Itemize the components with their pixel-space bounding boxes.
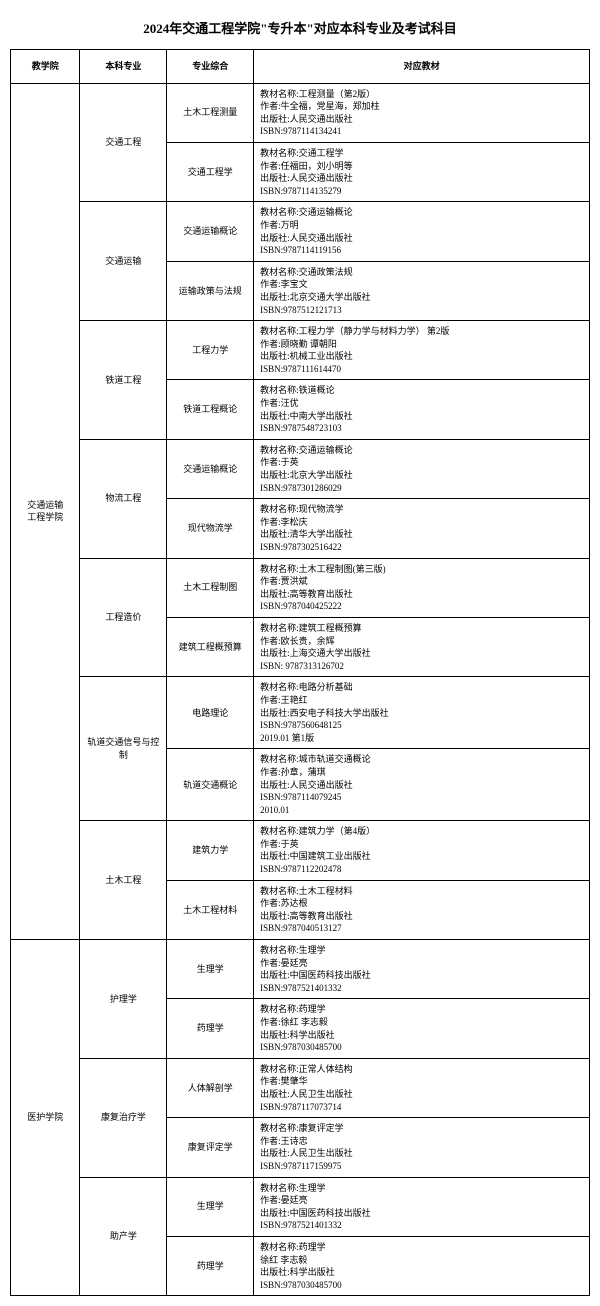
subject-cell: 建筑工程概预算 [167, 617, 254, 676]
subject-cell: 土木工程测量 [167, 83, 254, 142]
table-row: 交通运输 交通运输概论 教材名称:交通运输概论作者:万明出版社:人民交通出版社I… [11, 202, 590, 261]
book-cell: 教材名称:土木工程制图(第三版)作者:贾洪斌出版社:高等教育出版社ISBN:97… [254, 558, 590, 617]
book-cell: 教材名称:现代物流学作者:李松庆出版社:清华大学出版社ISBN:97873025… [254, 499, 590, 558]
book-cell: 教材名称:交通政策法规作者:李宝文出版社:北京交通大学出版社ISBN:97875… [254, 261, 590, 320]
table-row: 交通运输工程学院 交通工程 土木工程测量 教材名称:工程测量（第2版）作者:牛全… [11, 83, 590, 142]
table-row: 轨道交通信号与控制 电路理论 教材名称:电路分析基础作者:王艳红出版社:西安电子… [11, 677, 590, 749]
major-cell: 康复治疗学 [80, 1058, 167, 1177]
book-cell: 教材名称:铁道概论作者:汪优出版社:中南大学出版社ISBN:9787548723… [254, 380, 590, 439]
page-title: 2024年交通工程学院"专升本"对应本科专业及考试科目 [10, 18, 590, 37]
book-cell: 教材名称:正常人体结构作者:樊肇华出版社:人民卫生出版社ISBN:9787117… [254, 1058, 590, 1117]
table-row: 助产学 生理学 教材名称:生理学作者:晏廷亮出版社:中国医药科技出版社ISBN:… [11, 1177, 590, 1236]
course-table: 教学院 本科专业 专业综合 对应教材 交通运输工程学院 交通工程 土木工程测量 … [10, 49, 590, 1296]
table-row: 医护学院 护理学 生理学 教材名称:生理学作者:晏廷亮出版社:中国医药科技出版社… [11, 940, 590, 999]
subject-cell: 工程力学 [167, 321, 254, 380]
book-cell: 教材名称:电路分析基础作者:王艳红出版社:西安电子科技大学出版社ISBN:978… [254, 677, 590, 749]
subject-cell: 现代物流学 [167, 499, 254, 558]
book-cell: 教材名称:生理学作者:晏廷亮出版社:中国医药科技出版社ISBN:97875214… [254, 1177, 590, 1236]
subject-cell: 交通运输概论 [167, 439, 254, 498]
college-cell: 交通运输工程学院 [11, 83, 80, 939]
subject-cell: 药理学 [167, 999, 254, 1058]
table-row: 工程造价 土木工程制图 教材名称:土木工程制图(第三版)作者:贾洪斌出版社:高等… [11, 558, 590, 617]
subject-cell: 建筑力学 [167, 821, 254, 880]
major-cell: 工程造价 [80, 558, 167, 677]
major-cell: 土木工程 [80, 821, 167, 940]
subject-cell: 生理学 [167, 940, 254, 999]
table-row: 铁道工程 工程力学 教材名称:工程力学（静力学与材料力学） 第2版作者:顾晓勤 … [11, 321, 590, 380]
major-cell: 轨道交通信号与控制 [80, 677, 167, 821]
subject-cell: 土木工程制图 [167, 558, 254, 617]
header-row: 教学院 本科专业 专业综合 对应教材 [11, 50, 590, 84]
subject-cell: 交通工程学 [167, 142, 254, 201]
table-row: 物流工程 交通运输概论 教材名称:交通运输概论作者:于英出版社:北京大学出版社I… [11, 439, 590, 498]
book-cell: 教材名称:建筑力学（第4版）作者:于英出版社:中国建筑工业出版社ISBN:978… [254, 821, 590, 880]
header-book: 对应教材 [254, 50, 590, 84]
subject-cell: 铁道工程概论 [167, 380, 254, 439]
book-cell: 教材名称:交通运输概论作者:万明出版社:人民交通出版社ISBN:97871141… [254, 202, 590, 261]
subject-cell: 药理学 [167, 1236, 254, 1295]
table-row: 土木工程 建筑力学 教材名称:建筑力学（第4版）作者:于英出版社:中国建筑工业出… [11, 821, 590, 880]
book-cell: 教材名称:城市轨道交通概论作者:孙章，蒲琪出版社:人民交通出版社ISBN:978… [254, 749, 590, 821]
major-cell: 铁道工程 [80, 321, 167, 440]
book-cell: 教材名称:交通运输概论作者:于英出版社:北京大学出版社ISBN:97873012… [254, 439, 590, 498]
subject-cell: 轨道交通概论 [167, 749, 254, 821]
major-cell: 物流工程 [80, 439, 167, 558]
subject-cell: 电路理论 [167, 677, 254, 749]
book-cell: 教材名称:建筑工程概预算作者:欧长贵，余辉出版社:上海交通大学出版社ISBN: … [254, 617, 590, 676]
subject-cell: 交通运输概论 [167, 202, 254, 261]
book-cell: 教材名称:工程力学（静力学与材料力学） 第2版作者:顾晓勤 谭朝阳出版社:机械工… [254, 321, 590, 380]
book-cell: 教材名称:工程测量（第2版）作者:牛全福，党星海，郑加柱出版社:人民交通出版社I… [254, 83, 590, 142]
book-cell: 教材名称:生理学作者:晏廷亮出版社:中国医药科技出版社ISBN:97875214… [254, 940, 590, 999]
subject-cell: 康复评定学 [167, 1118, 254, 1177]
major-cell: 护理学 [80, 940, 167, 1059]
header-college: 教学院 [11, 50, 80, 84]
book-cell: 教材名称:康复评定学作者:王诗忠出版社:人民卫生出版社ISBN:97871171… [254, 1118, 590, 1177]
subject-cell: 生理学 [167, 1177, 254, 1236]
header-subject: 专业综合 [167, 50, 254, 84]
college-cell: 医护学院 [11, 940, 80, 1296]
major-cell: 交通工程 [80, 83, 167, 202]
table-row: 康复治疗学 人体解剖学 教材名称:正常人体结构作者:樊肇华出版社:人民卫生出版社… [11, 1058, 590, 1117]
book-cell: 教材名称:交通工程学作者:任福田，刘小明等出版社:人民交通出版社ISBN:978… [254, 142, 590, 201]
subject-cell: 人体解剖学 [167, 1058, 254, 1117]
major-cell: 助产学 [80, 1177, 167, 1296]
subject-cell: 运输政策与法规 [167, 261, 254, 320]
book-cell: 教材名称:药理学作者:徐红 李志毅出版社:科学出版社ISBN:978703048… [254, 999, 590, 1058]
header-major: 本科专业 [80, 50, 167, 84]
book-cell: 教材名称:土木工程材料作者:苏达根出版社:高等教育出版社ISBN:9787040… [254, 880, 590, 939]
subject-cell: 土木工程材料 [167, 880, 254, 939]
book-cell: 教材名称:药理学徐红 李志毅出版社:科学出版社ISBN:978703048570… [254, 1236, 590, 1295]
major-cell: 交通运输 [80, 202, 167, 321]
